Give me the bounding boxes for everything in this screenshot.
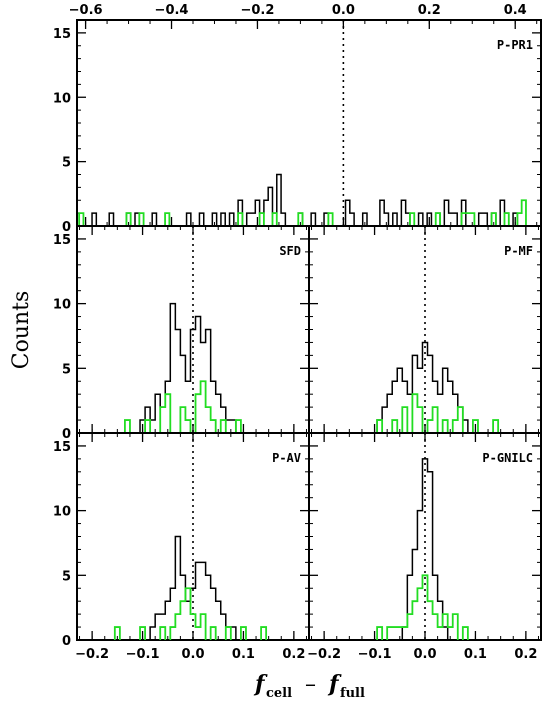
x-tick-label: 0.2	[514, 647, 537, 662]
panel-frame	[76, 19, 542, 227]
x-axis-label-f2: f	[327, 671, 342, 697]
panel-label: SFD	[279, 244, 301, 258]
panel-p-pr1: 0 5 10 15 −0.6 −0.4 −0.2 0.0 0.2 0.4 P-PR1	[53, 3, 542, 235]
y-tick-label: 15	[53, 233, 71, 248]
x-axis-label-minus: –	[305, 672, 316, 697]
y-tick-label: 15	[53, 440, 71, 455]
x-axis-label-sub2: full	[340, 686, 365, 701]
y-tick-label: 5	[62, 362, 71, 377]
x-tick-label: −0.6	[69, 3, 103, 18]
y-tick-label: 5	[62, 156, 71, 171]
y-tick-label: 10	[53, 505, 71, 520]
panel-p-av: 0 5 10 15 −0.2 −0.1 0.0 0.1 0.2 P-AV	[53, 432, 310, 662]
y-tick-label: 10	[53, 298, 71, 313]
y-tick-label: 0	[62, 634, 71, 649]
x-tick-label: 0.4	[504, 3, 527, 18]
x-tick-label: 0.0	[332, 3, 355, 18]
x-tick-label: −0.1	[358, 647, 392, 662]
histogram-subset	[376, 393, 500, 433]
x-axis-label-sub1: cell	[266, 686, 292, 701]
histogram-all	[376, 341, 469, 433]
histogram-all	[91, 173, 519, 226]
panel-label: P-PR1	[497, 38, 533, 52]
histogram-all	[401, 458, 449, 640]
y-tick-label: 5	[62, 569, 71, 584]
x-tick-label: −0.2	[75, 647, 109, 662]
x-tick-label: 0.1	[232, 647, 255, 662]
panel-label: P-AV	[272, 451, 301, 465]
histogram-subset	[376, 574, 469, 640]
panel-p-gnilc: −0.2 −0.1 0.0 0.1 0.2 P-GNILC	[307, 432, 542, 662]
histogram-subset	[124, 380, 242, 433]
histogram-subset	[113, 587, 268, 640]
y-axis-label: Counts	[9, 291, 34, 370]
x-tick-label: −0.2	[240, 3, 274, 18]
x-tick-label: −0.2	[307, 647, 341, 662]
panel-label: P-MF	[504, 244, 533, 258]
x-tick-label: −0.4	[155, 3, 189, 18]
y-tick-label: 0	[62, 220, 71, 235]
y-tick-label: 0	[62, 427, 71, 442]
histogram-subset	[78, 199, 527, 226]
x-tick-label: 0.1	[464, 647, 487, 662]
y-tick-label: 15	[53, 27, 71, 42]
histogram-all	[139, 302, 237, 433]
x-tick-label: 0.0	[181, 647, 204, 662]
x-tick-label: 0.0	[413, 647, 436, 662]
x-tick-label: 0.2	[282, 647, 305, 662]
x-tick-label: −0.1	[126, 647, 160, 662]
x-axis-label: f cell – f full	[253, 671, 365, 701]
panel-p-mf: P-MF	[308, 225, 542, 434]
panel-label: P-GNILC	[482, 451, 533, 465]
x-axis-label-f1: f	[253, 671, 268, 697]
x-tick-label: 0.2	[418, 3, 441, 18]
y-tick-label: 10	[53, 91, 71, 106]
histogram-all	[149, 535, 237, 640]
panel-sfd: 0 5 10 15 SFD	[53, 225, 310, 442]
